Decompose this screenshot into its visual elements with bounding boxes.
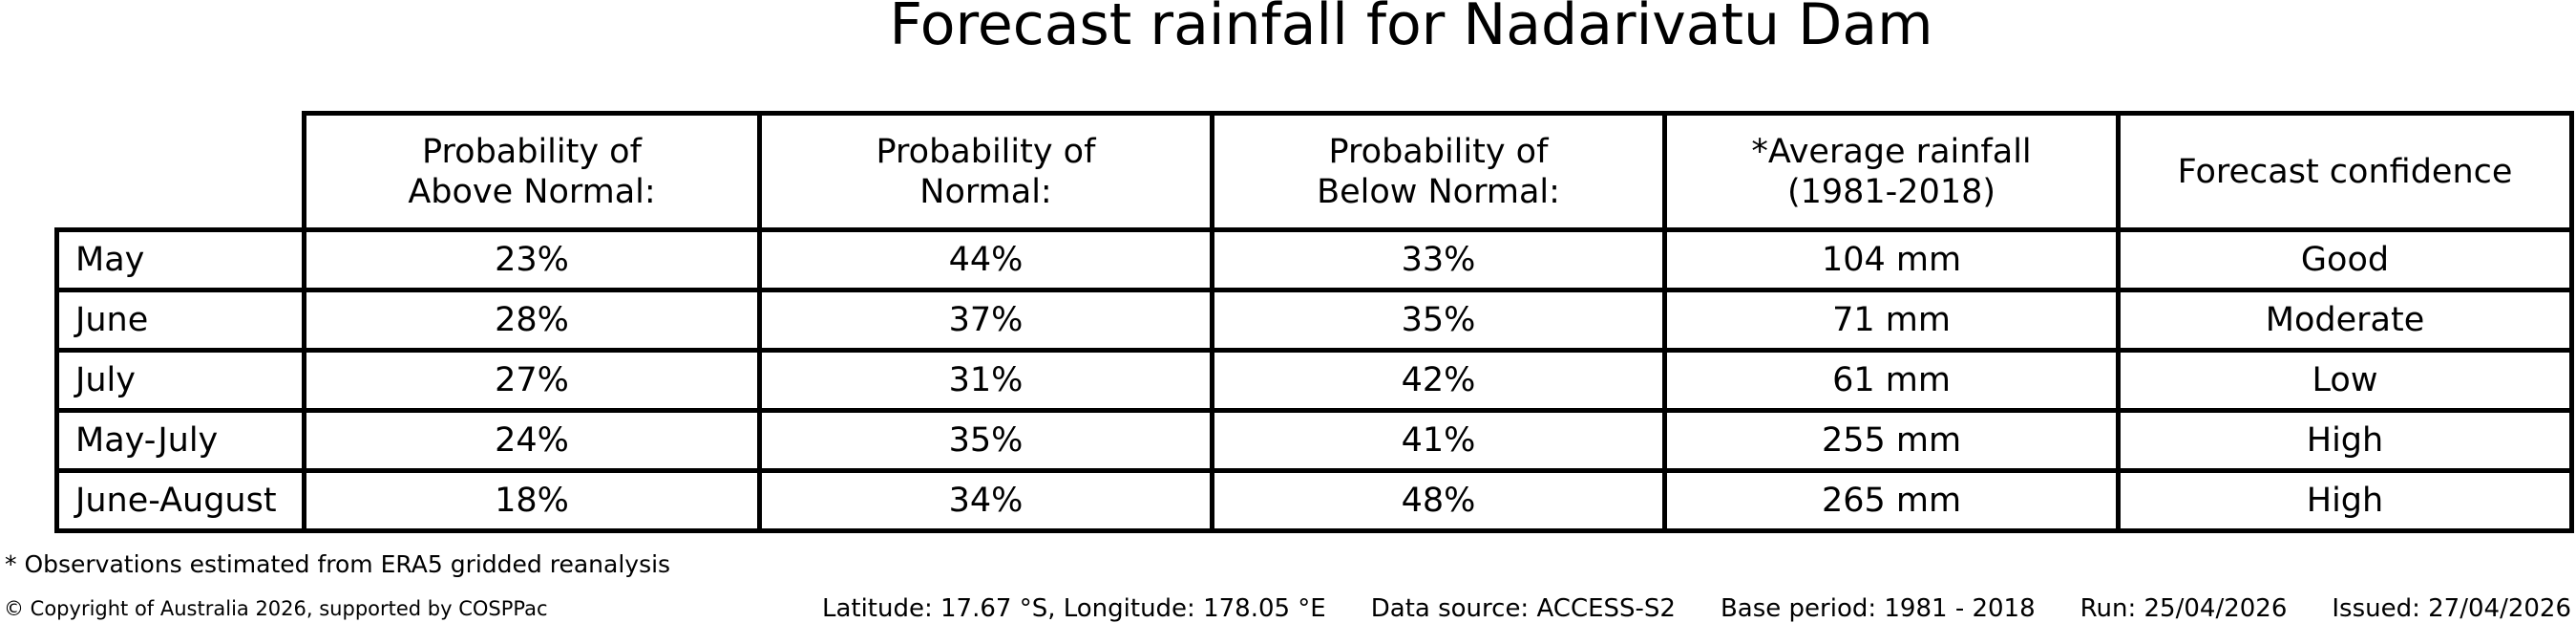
table-cell: 35% xyxy=(1210,288,1667,353)
table-cell: High xyxy=(2116,408,2574,473)
table-cell: 28% xyxy=(302,288,762,353)
table-cell: 44% xyxy=(757,227,1214,292)
row-label: June xyxy=(54,288,306,353)
page-title: Forecast rainfall for Nadarivatu Dam xyxy=(889,0,1933,58)
table-cell: 31% xyxy=(757,348,1214,413)
issued-date-text: Issued: 27/04/2026 xyxy=(2332,594,2571,623)
row-label: June-August xyxy=(54,468,306,533)
table-cell: 41% xyxy=(1210,408,1667,473)
header-line: Probability of xyxy=(876,132,1096,171)
table-cell: 61 mm xyxy=(1662,348,2121,413)
coordinates-text: Latitude: 17.67 °S, Longitude: 178.05 °E xyxy=(821,594,1326,623)
table-cell: 104 mm xyxy=(1662,227,2121,292)
table-row-july: July 27% 31% 42% 61 mm Low xyxy=(54,348,2574,413)
table-cell: Good xyxy=(2116,227,2574,292)
table-cell: Moderate xyxy=(2116,288,2574,353)
header-line: Forecast confidence xyxy=(2177,152,2513,191)
table-row-may: May 23% 44% 33% 104 mm Good xyxy=(54,227,2574,292)
header-line: Below Normal: xyxy=(1317,172,1560,211)
corner-cell xyxy=(57,114,305,230)
table-cell: 27% xyxy=(302,348,762,413)
column-header-forecast-confidence: Forecast confidence xyxy=(2116,111,2574,232)
row-label: May-July xyxy=(54,408,306,473)
table-cell: 23% xyxy=(302,227,762,292)
table-cell: 71 mm xyxy=(1662,288,2121,353)
table-cell: 37% xyxy=(757,288,1214,353)
table-cell: 42% xyxy=(1210,348,1667,413)
column-header-above-normal: Probability of Above Normal: xyxy=(302,111,762,232)
header-line: (1981-2018) xyxy=(1786,172,1996,211)
table-cell: 265 mm xyxy=(1662,468,2121,533)
table-cell: High xyxy=(2116,468,2574,533)
base-period-text: Base period: 1981 - 2018 xyxy=(1720,594,2036,623)
header-line: *Average rainfall xyxy=(1751,132,2032,171)
data-source-text: Data source: ACCESS-S2 xyxy=(1370,594,1676,623)
table-row-may-july: May-July 24% 35% 41% 255 mm High xyxy=(54,408,2574,473)
table-cell: Low xyxy=(2116,348,2574,413)
forecast-table: Probability of Above Normal: Probability… xyxy=(54,111,2574,533)
footnote: * Observations estimated from ERA5 gridd… xyxy=(5,550,671,578)
table-cell: 48% xyxy=(1210,468,1667,533)
table-row-june: June 28% 37% 35% 71 mm Moderate xyxy=(54,288,2574,353)
table-header-row: Probability of Above Normal: Probability… xyxy=(57,111,2574,232)
row-label: May xyxy=(54,227,306,292)
table-cell: 35% xyxy=(757,408,1214,473)
table-cell: 18% xyxy=(302,468,762,533)
table-cell: 34% xyxy=(757,468,1214,533)
table-row-june-august: June-August 18% 34% 48% 265 mm High xyxy=(54,468,2574,533)
header-line: Normal: xyxy=(919,172,1052,211)
copyright-text: © Copyright of Australia 2026, supported… xyxy=(4,597,548,620)
run-date-text: Run: 25/04/2026 xyxy=(2080,594,2288,623)
header-line: Probability of xyxy=(1328,132,1549,171)
column-header-below-normal: Probability of Below Normal: xyxy=(1210,111,1667,232)
header-line: Above Normal: xyxy=(408,172,656,211)
footer-meta: Latitude: 17.67 °S, Longitude: 178.05 °E… xyxy=(822,594,2571,623)
table-cell: 24% xyxy=(302,408,762,473)
column-header-normal: Probability of Normal: xyxy=(757,111,1214,232)
column-header-average-rainfall: *Average rainfall (1981-2018) xyxy=(1662,111,2121,232)
header-line: Probability of xyxy=(422,132,642,171)
row-label: July xyxy=(54,348,306,413)
table-cell: 33% xyxy=(1210,227,1667,292)
table-cell: 255 mm xyxy=(1662,408,2121,473)
